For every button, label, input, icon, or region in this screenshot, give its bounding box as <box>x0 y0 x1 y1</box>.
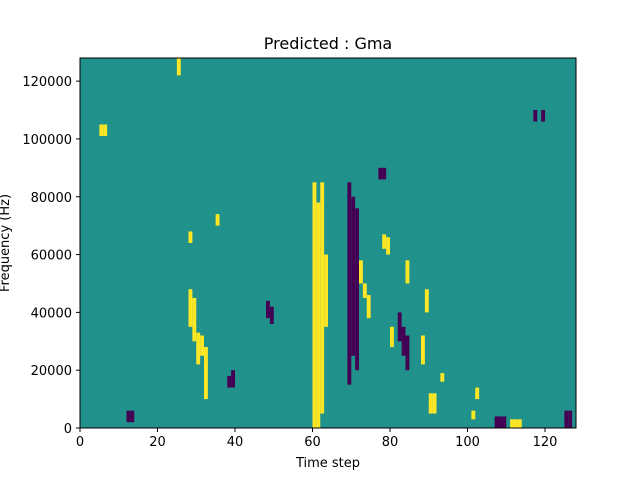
heatmap-low-cell-19 <box>126 410 131 423</box>
heatmap-high-cell-18 <box>510 419 515 428</box>
heatmap-low-cell-20 <box>130 410 135 423</box>
y-tick-label: 20000 <box>31 364 72 379</box>
y-tick-label: 0 <box>64 422 72 437</box>
heatmap-high-cell-0 <box>312 182 317 428</box>
heatmap-low-cell-10 <box>494 416 499 428</box>
heatmap-high-cell-10 <box>362 283 367 298</box>
heatmap-high-cell-28 <box>428 393 433 414</box>
heatmap-high-cell-11 <box>366 295 371 319</box>
x-tick-label: 0 <box>76 435 84 450</box>
heatmap-low-cell-11 <box>498 416 503 428</box>
heatmap-low-cell-12 <box>502 416 507 428</box>
y-tick-label: 100000 <box>22 133 72 148</box>
heatmap-high-cell-26 <box>382 234 387 249</box>
heatmap-high-cell-15 <box>424 289 429 313</box>
heatmap-low-cell-5 <box>405 335 410 371</box>
heatmap-high-cell-23 <box>215 214 220 226</box>
heatmap-high-cell-29 <box>432 393 437 414</box>
heatmap-high-cell-19 <box>514 419 518 428</box>
x-axis-label: Time step <box>295 456 360 471</box>
y-tick-label: 60000 <box>31 249 72 264</box>
heatmap-high-cell-17 <box>475 387 480 400</box>
heatmap-low-cell-18 <box>231 370 236 388</box>
chart-title: Predicted : Gma <box>264 34 392 53</box>
heatmap-high-cell-22 <box>188 231 193 243</box>
plot-area <box>79 57 577 429</box>
heatmap-low-cell-0 <box>347 182 352 385</box>
heatmap-low-cell-4 <box>401 326 406 356</box>
heatmap-high-cell-2 <box>320 182 325 414</box>
heatmap-high-cell-5 <box>192 297 197 342</box>
heatmap-high-cell-1 <box>316 202 321 428</box>
x-tick-label: 60 <box>304 435 321 450</box>
heatmap-low-cell-15 <box>564 410 569 428</box>
heatmap-low-cell-16 <box>568 410 573 428</box>
heatmap-high-cell-21 <box>176 58 181 76</box>
heatmap-high-cell-3 <box>324 254 329 327</box>
heatmap-low-cell-3 <box>397 312 402 342</box>
heatmap-high-cell-24 <box>103 124 108 137</box>
x-tick-label: 80 <box>382 435 399 450</box>
x-tick-label: 100 <box>455 435 480 450</box>
heatmap-low-cell-1 <box>351 196 356 356</box>
heatmap-high-cell-20 <box>517 419 522 428</box>
plot-frame <box>79 57 577 429</box>
y-axis-label: Frequency (Hz) <box>0 194 13 292</box>
heatmap-high-cell-6 <box>196 332 201 365</box>
heatmap-high-cell-9 <box>359 260 363 284</box>
heatmap-high-cell-7 <box>200 335 205 356</box>
y-tick-label: 80000 <box>31 191 72 206</box>
heatmap-low-cell-13 <box>541 110 546 122</box>
heatmap-high-cell-25 <box>99 124 104 137</box>
heatmap-low-cell-7 <box>269 306 274 324</box>
heatmap-high-cell-12 <box>390 326 394 348</box>
heatmap-high-cell-14 <box>421 335 425 365</box>
heatmap-high-cell-8 <box>204 347 208 400</box>
heatmap-high-cell-16 <box>471 410 476 420</box>
x-tick-label: 20 <box>149 435 166 450</box>
heatmap-low-cell-6 <box>266 300 270 319</box>
plot-background <box>80 58 576 428</box>
x-axis: 0 20 40 60 80 100 120 <box>76 428 558 450</box>
y-axis: 0 20000 40000 60000 80000 100000 120000 <box>22 75 80 437</box>
y-tick-label: 120000 <box>22 75 72 90</box>
heatmap-low-cell-9 <box>382 167 387 180</box>
heatmap-low-cell-2 <box>355 208 360 371</box>
heatmap-low-cell-14 <box>533 110 538 122</box>
heatmap-high-cell-4 <box>188 289 193 327</box>
heatmap-low-cell-17 <box>227 375 232 388</box>
y-tick-label: 40000 <box>31 306 72 321</box>
heatmap-cells <box>99 58 573 428</box>
heatmap-high-cell-13 <box>405 260 410 284</box>
heatmap-high-cell-30 <box>440 373 445 382</box>
heatmap-high-cell-27 <box>386 237 391 255</box>
x-tick-label: 40 <box>227 435 244 450</box>
heatmap-low-cell-8 <box>378 167 383 180</box>
x-tick-label: 120 <box>533 435 558 450</box>
